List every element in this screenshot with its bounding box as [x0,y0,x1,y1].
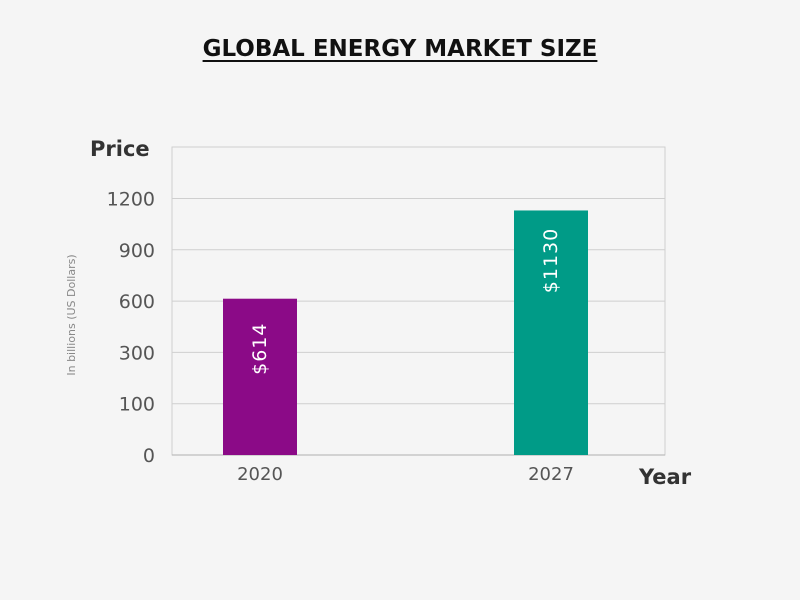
bar-value-label: $614 [249,323,271,375]
bar-2020 [223,298,297,455]
x-axis-title: Year [638,465,692,489]
y-tick-label: 600 [119,291,155,313]
bars: $614 $1130 [223,210,588,455]
x-tick-label: 2020 [237,464,283,485]
y-axis-title: Price [90,137,150,161]
y-axis-ticks: 0 100 300 600 900 1200 [107,189,155,468]
y-tick-label: 0 [143,445,155,467]
x-axis-ticks: 2020 2027 [237,464,574,485]
y-tick-label: 900 [119,240,155,262]
y-tick-label: 300 [119,342,155,364]
chart-title: GLOBAL ENERGY MARKET SIZE [202,36,598,62]
unit-label: In billions (US Dollars) [65,254,78,375]
bar-2027 [514,210,588,455]
y-tick-label: 100 [119,394,155,416]
bar-value-label: $1130 [540,228,562,293]
y-tick-label: 1200 [107,189,155,211]
x-tick-label: 2027 [528,464,574,485]
